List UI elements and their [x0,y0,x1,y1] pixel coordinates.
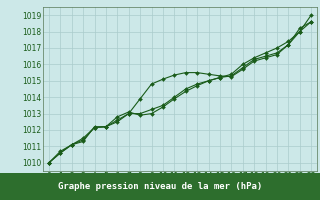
Text: Graphe pression niveau de la mer (hPa): Graphe pression niveau de la mer (hPa) [58,182,262,191]
